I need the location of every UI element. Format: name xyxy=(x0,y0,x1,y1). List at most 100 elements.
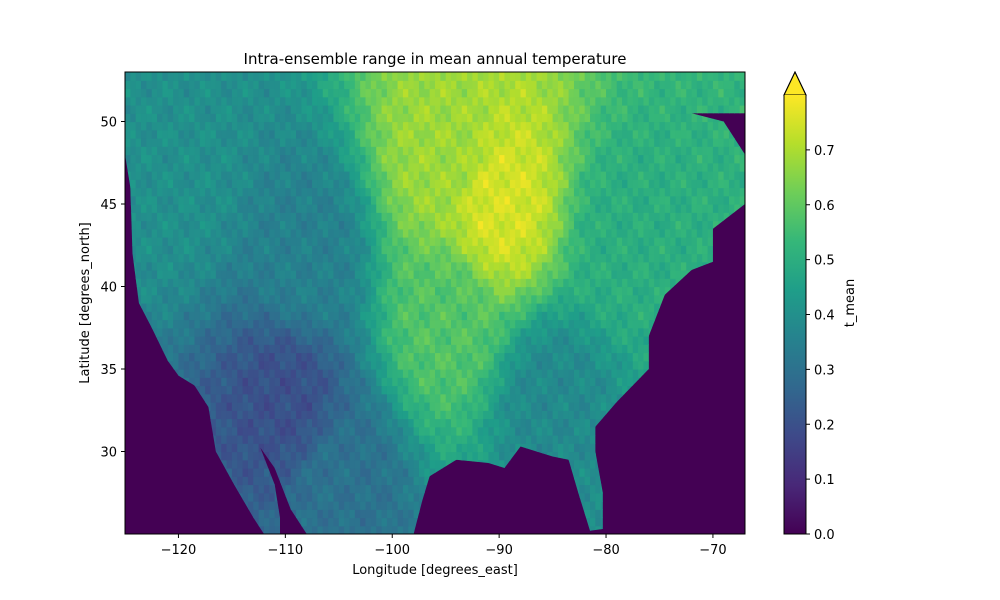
heatmap-cell xyxy=(354,303,361,312)
heatmap-cell xyxy=(274,303,281,312)
heatmap-cell xyxy=(691,204,698,213)
heatmap-cell xyxy=(157,187,164,197)
heatmap-cell xyxy=(435,204,441,213)
heatmap-cell xyxy=(723,212,730,222)
heatmap-cell xyxy=(557,344,564,354)
heatmap-cell xyxy=(280,451,286,461)
heatmap-cell xyxy=(312,517,319,527)
heatmap-cell xyxy=(573,327,580,337)
heatmap-cell xyxy=(397,228,404,238)
heatmap-cell xyxy=(456,261,463,271)
heatmap-cell xyxy=(445,261,452,271)
heatmap-cell xyxy=(183,344,190,354)
heatmap-cell xyxy=(418,369,425,378)
heatmap-cell xyxy=(338,501,345,510)
heatmap-cell xyxy=(349,212,356,222)
heatmap-cell xyxy=(424,443,431,453)
heatmap-cell xyxy=(472,220,479,230)
heatmap-cell xyxy=(493,377,500,387)
heatmap-cell xyxy=(451,393,457,403)
heatmap-cell xyxy=(579,352,586,362)
heatmap-cell xyxy=(285,443,292,453)
heatmap-cell xyxy=(397,245,404,255)
heatmap-cell xyxy=(157,336,164,345)
heatmap-cell xyxy=(360,286,367,296)
heatmap-cell xyxy=(258,278,265,288)
heatmap-cell xyxy=(231,426,238,436)
heatmap-cell xyxy=(563,327,570,337)
heatmap-cell xyxy=(408,377,415,387)
heatmap-cell xyxy=(627,220,634,230)
heatmap-cell xyxy=(328,245,335,255)
heatmap-cell xyxy=(600,402,607,411)
heatmap-cell xyxy=(477,319,484,329)
heatmap-cell xyxy=(573,426,580,436)
heatmap-cell xyxy=(547,237,554,246)
heatmap-cell xyxy=(386,228,393,238)
heatmap-cell xyxy=(130,204,137,213)
heatmap-cell xyxy=(483,418,490,428)
heatmap-cell xyxy=(515,443,522,453)
heatmap-cell xyxy=(456,220,463,230)
heatmap-cell xyxy=(312,344,319,354)
heatmap-cell xyxy=(734,187,741,197)
heatmap-cell xyxy=(600,253,607,263)
heatmap-cell xyxy=(226,327,233,337)
heatmap-cell xyxy=(611,195,618,205)
heatmap-cell xyxy=(477,286,484,296)
heatmap-cell xyxy=(231,220,238,230)
heatmap-cell xyxy=(370,443,377,453)
heatmap-cell xyxy=(472,426,479,436)
heatmap-cell xyxy=(141,270,147,279)
heatmap-cell xyxy=(515,245,522,255)
heatmap-cell xyxy=(151,212,158,222)
heatmap-cell xyxy=(611,245,618,255)
heatmap-cell xyxy=(376,187,383,197)
heatmap-cell xyxy=(520,228,527,238)
heatmap-cell xyxy=(301,204,308,213)
heatmap-cell xyxy=(301,261,308,271)
heatmap-cell xyxy=(440,286,447,296)
heatmap-cell xyxy=(638,245,645,255)
heatmap-cell xyxy=(349,377,356,387)
heatmap-cell xyxy=(424,426,431,436)
heatmap-cell xyxy=(322,294,329,304)
heatmap-cell xyxy=(237,426,244,436)
heatmap-cell xyxy=(386,484,393,494)
heatmap-cell xyxy=(317,459,324,469)
heatmap-cell xyxy=(392,435,399,444)
heatmap-cell xyxy=(584,261,591,271)
heatmap-cell xyxy=(296,451,302,461)
heatmap-cell xyxy=(680,261,687,271)
heatmap-cell xyxy=(515,253,522,263)
heatmap-cell xyxy=(141,204,147,213)
heatmap-cell xyxy=(451,369,457,378)
heatmap-cell xyxy=(215,212,222,222)
heatmap-cell xyxy=(680,220,687,230)
heatmap-cell xyxy=(237,311,244,321)
heatmap-cell xyxy=(536,204,543,213)
heatmap-cell xyxy=(435,220,441,230)
heatmap-cell xyxy=(360,245,367,255)
heatmap-cell xyxy=(547,377,554,387)
heatmap-cell xyxy=(541,261,548,271)
heatmap-cell xyxy=(306,369,313,378)
heatmap-cell xyxy=(194,204,201,213)
heatmap-cell xyxy=(408,212,415,222)
heatmap-cell xyxy=(274,468,281,477)
heatmap-cell xyxy=(263,426,270,436)
heatmap-cell xyxy=(381,245,388,255)
heatmap-cell xyxy=(627,286,634,296)
heatmap-cell xyxy=(226,402,233,411)
heatmap-cell xyxy=(322,327,329,337)
heatmap-cell xyxy=(173,336,180,345)
heatmap-cell xyxy=(547,360,554,370)
heatmap-cell xyxy=(199,245,206,255)
heatmap-cell xyxy=(274,459,281,469)
heatmap-cell xyxy=(536,278,543,288)
heatmap-cell xyxy=(322,484,329,494)
heatmap-cell xyxy=(461,245,468,255)
heatmap-cell xyxy=(221,451,228,461)
heatmap-cell xyxy=(493,336,500,345)
heatmap-cell xyxy=(333,212,340,222)
